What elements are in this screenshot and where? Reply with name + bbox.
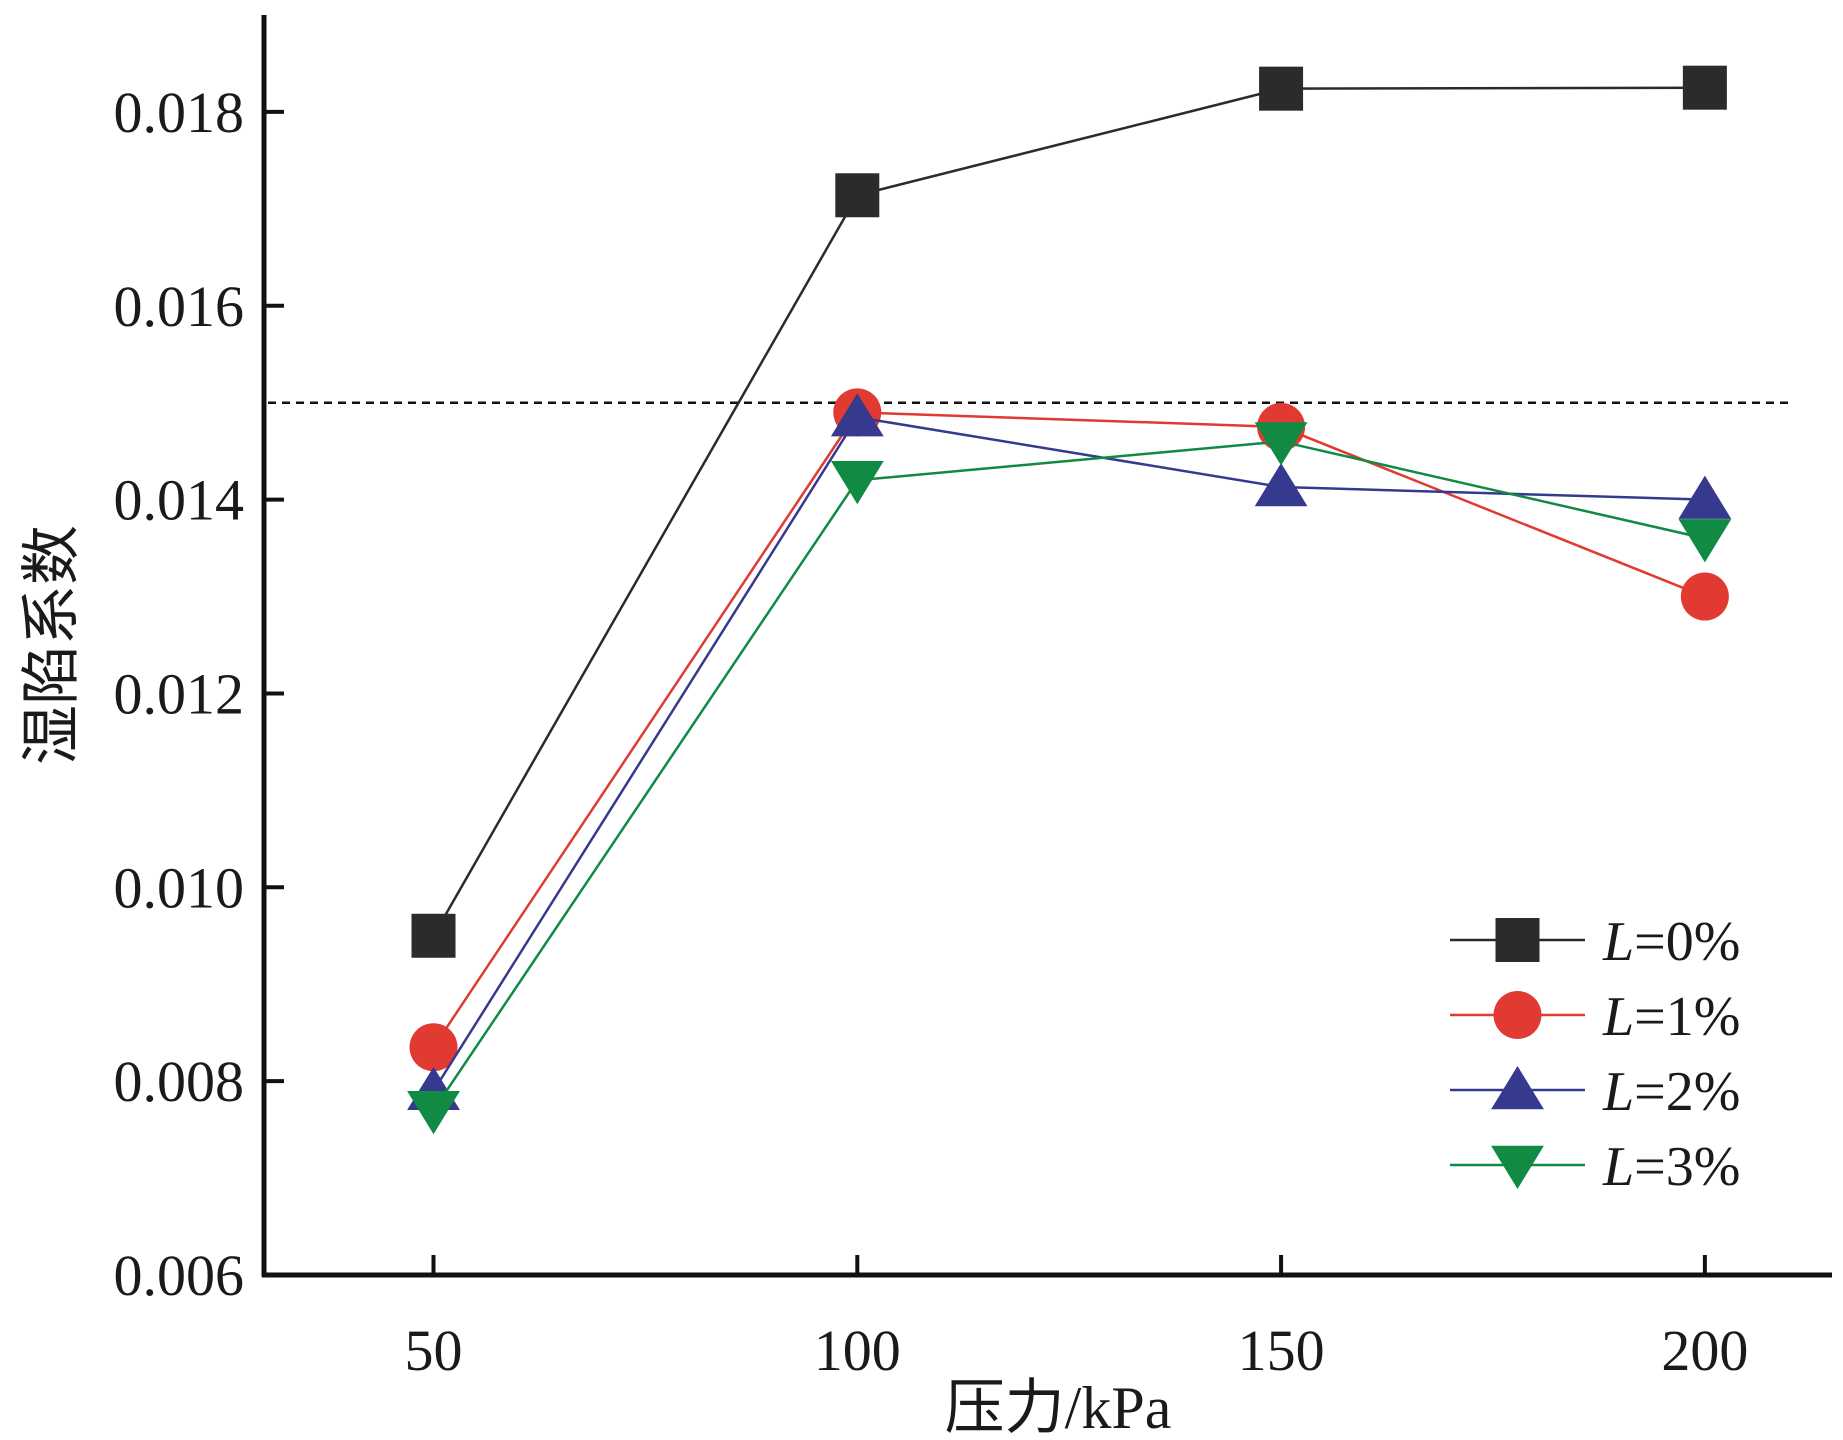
data-point: [1678, 475, 1732, 519]
ticks-layer: 0.006 0.008 0.010 0.012 0.014 0.016 0.018 50 100…: [114, 80, 1749, 1383]
y-tick-label: 0.006: [114, 1243, 245, 1308]
legend-marker: [1491, 1066, 1544, 1110]
legend-label: L=1%: [1602, 986, 1740, 1048]
legend-label: L=0%: [1602, 911, 1740, 973]
legend-label: L=2%: [1602, 1061, 1740, 1123]
series-3: [407, 422, 1732, 1135]
legend-marker: [1491, 1145, 1544, 1189]
data-point: [1682, 65, 1727, 110]
series-0: [411, 65, 1727, 958]
data-point: [409, 1023, 458, 1072]
y-tick-label: 0.018: [114, 80, 245, 145]
data-point: [1254, 422, 1308, 466]
x-tick-label: 200: [1661, 1318, 1748, 1383]
series-layer: [407, 65, 1732, 1135]
legend-marker: [1495, 918, 1540, 962]
data-point: [830, 461, 884, 505]
series-line: [432, 411, 1706, 1048]
data-point: [1680, 572, 1729, 621]
legend: L=0% L=1% L=2% L=3%: [1450, 911, 1740, 1198]
y-tick-label: 0.010: [114, 855, 245, 920]
legend-item-2: L=2%: [1450, 1061, 1740, 1123]
x-tick-label: 150: [1238, 1318, 1325, 1383]
legend-item-3: L=3%: [1450, 1136, 1740, 1198]
legend-marker: [1493, 991, 1542, 1039]
data-point: [835, 173, 880, 218]
y-axis-title: 湿陷系数: [19, 525, 85, 765]
data-point: [1254, 463, 1308, 507]
legend-item-1: L=1%: [1450, 986, 1740, 1048]
data-point: [830, 393, 884, 437]
x-axis-title: 压力/kPa: [945, 1375, 1172, 1440]
data-point: [411, 913, 456, 958]
data-point: [1259, 66, 1304, 111]
data-point: [1678, 519, 1732, 563]
y-tick-label: 0.014: [114, 468, 245, 533]
series-line: [432, 415, 1705, 1092]
series-line: [432, 86, 1705, 937]
axes-layer: [261, 15, 1832, 1278]
series-line: [432, 440, 1706, 1111]
x-tick-label: 50: [405, 1318, 463, 1383]
legend-item-0: L=0%: [1450, 911, 1740, 973]
series-1: [409, 388, 1729, 1072]
y-tick-label: 0.016: [114, 274, 245, 339]
x-tick-label: 100: [814, 1318, 901, 1383]
legend-label: L=3%: [1602, 1136, 1740, 1198]
y-tick-label: 0.008: [114, 1049, 245, 1114]
data-point: [407, 1091, 460, 1135]
y-tick-label: 0.012: [114, 661, 245, 726]
